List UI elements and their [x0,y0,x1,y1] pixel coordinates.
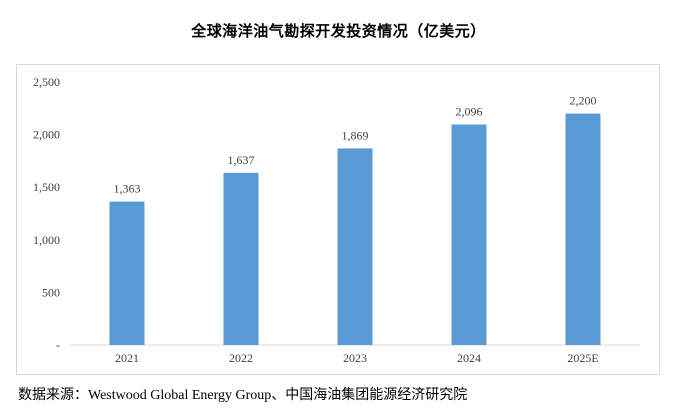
data-label: 1,637 [228,153,255,167]
data-label: 2,096 [456,105,483,119]
y-tick-label: 2,000 [33,128,60,142]
bar [109,201,145,345]
bar [337,148,373,345]
chart-title: 全球海洋油气勘探开发投资情况（亿美元） [191,22,486,40]
y-tick-label: 500 [42,285,60,299]
x-tick-label: 2021 [115,351,139,365]
x-tick-label: 2023 [343,351,367,365]
y-tick-label: 1,000 [33,233,60,247]
y-tick-label: 2,500 [33,75,60,89]
chart-frame [16,64,660,375]
y-tick-label: - [56,338,60,352]
bar [565,113,601,345]
x-tick-label: 2024 [457,351,481,365]
data-label: 2,200 [570,94,597,108]
data-label: 1,869 [342,128,369,142]
source-note: 数据来源：Westwood Global Energy Group、中国海油集团… [18,388,468,403]
bar [451,124,487,346]
x-tick-label: 2022 [229,351,253,365]
bar [223,172,259,345]
x-tick-label: 2025E [567,351,598,365]
data-label: 1,363 [114,182,141,196]
y-tick-label: 1,500 [33,180,60,194]
